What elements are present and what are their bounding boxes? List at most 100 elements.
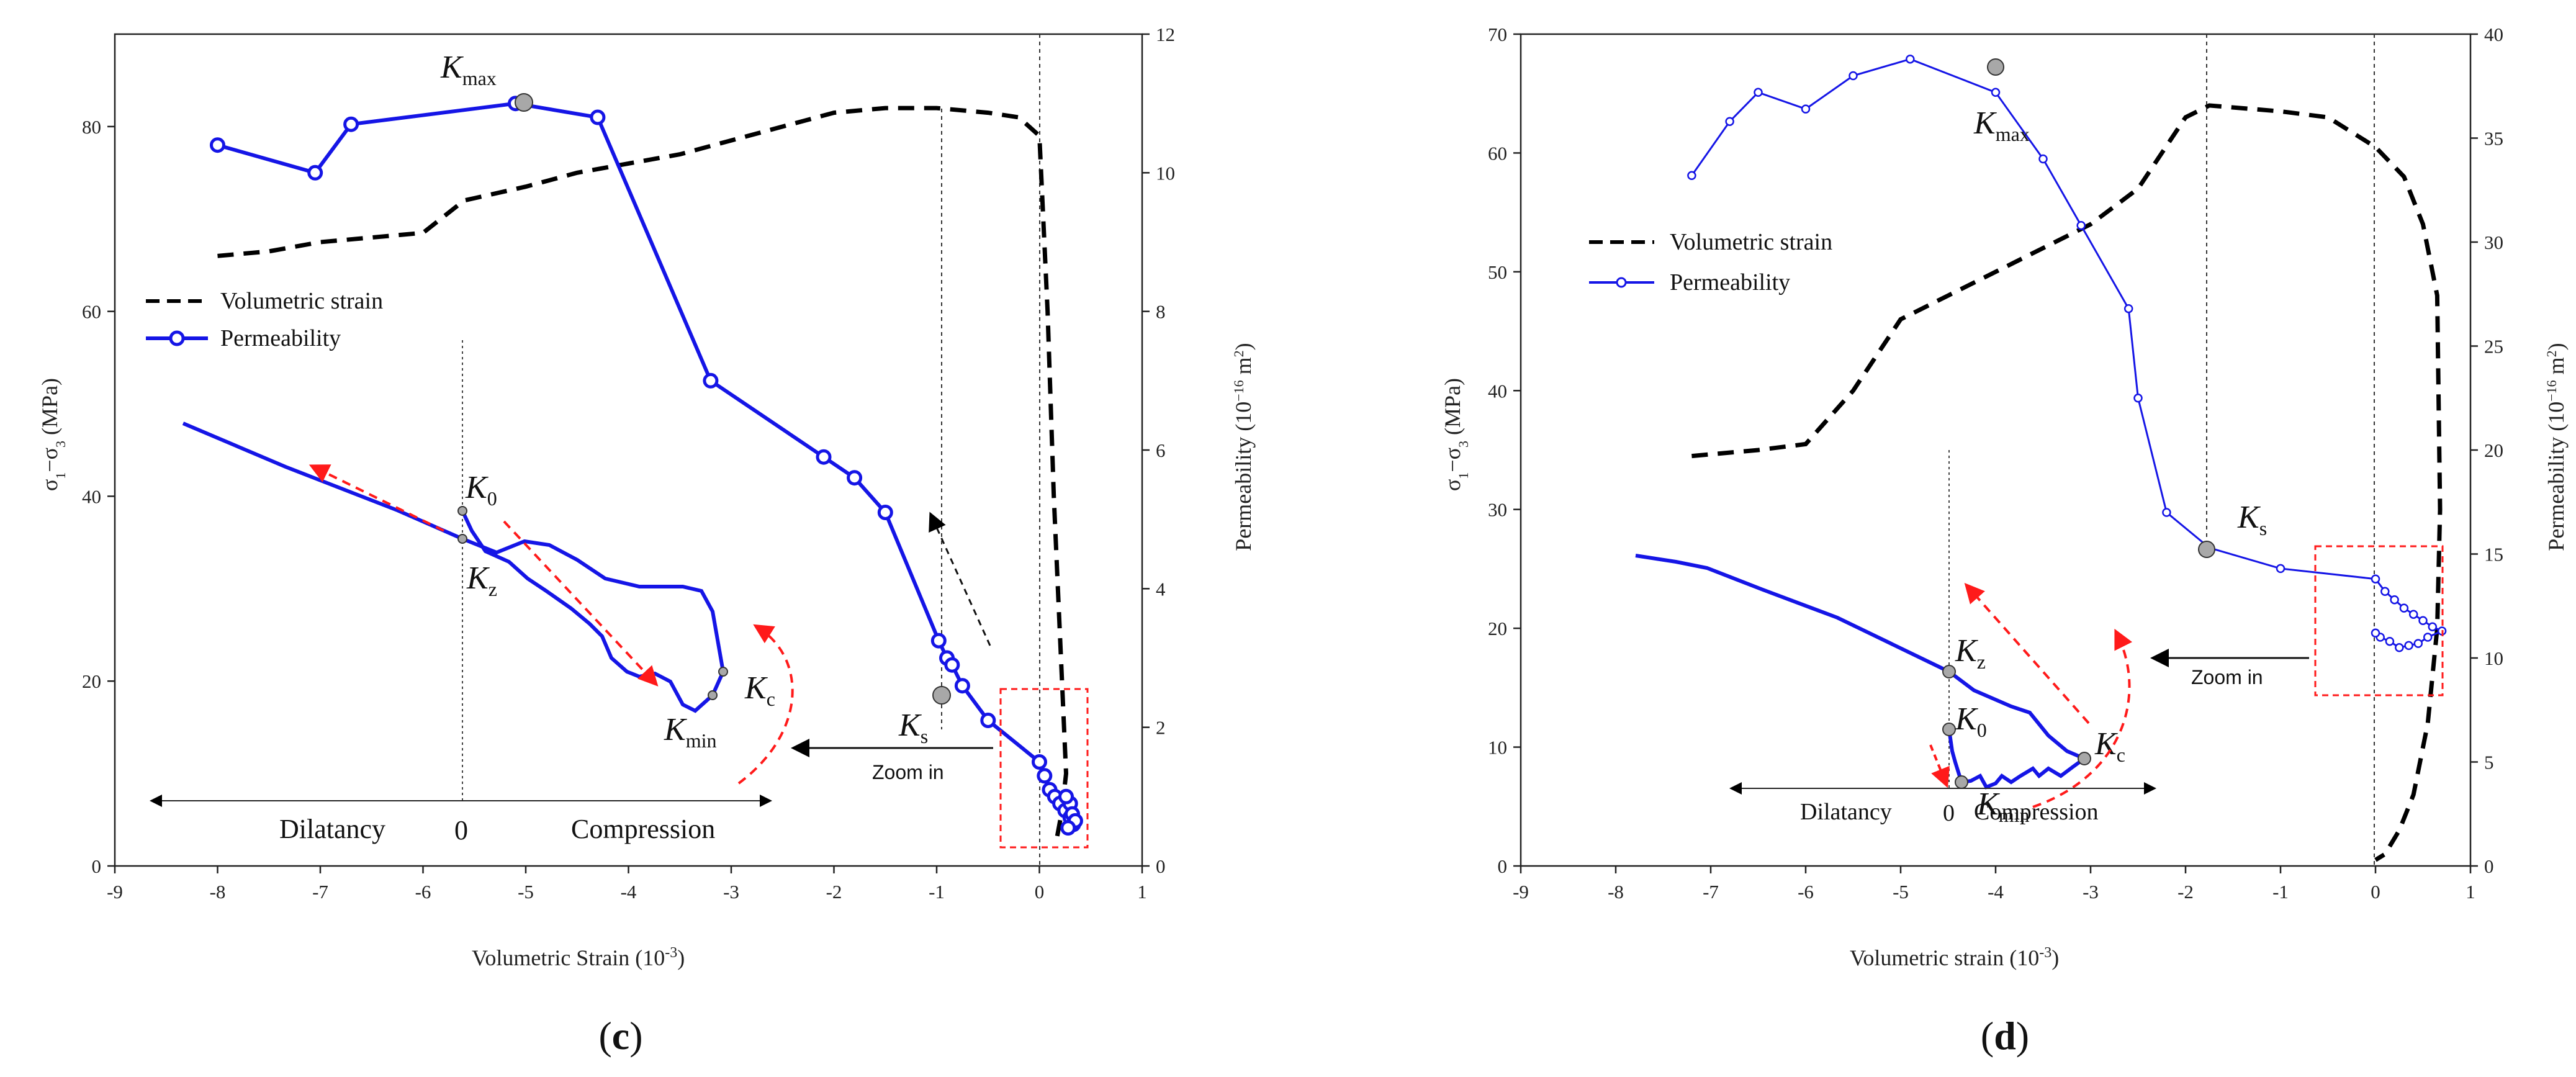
- panel-d-y-left-label: σ1−σ3 (MPa): [1440, 378, 1471, 491]
- panel-c-red-arrow-right: [503, 520, 659, 687]
- y-left-tick-label: 60: [82, 301, 101, 323]
- permeability-point: [847, 470, 863, 486]
- permeability-point: [2380, 587, 2390, 597]
- x-tick-label: -9: [1513, 881, 1529, 903]
- y-right-tick-label: 10: [1156, 162, 1175, 184]
- permeability-point: [2162, 508, 2171, 517]
- y-right-tick-label: 12: [1156, 24, 1175, 45]
- x-tick-label: -4: [1988, 881, 2004, 903]
- y-right-tick-label: 5: [2484, 752, 2494, 773]
- panel-c-ks-marker: [932, 686, 951, 705]
- y-left-tick-label: 40: [1488, 380, 1507, 402]
- y-right-tick-label: 0: [1156, 855, 1166, 877]
- permeability-point: [343, 116, 359, 132]
- panel-d-legend-permeability-text: Permeability: [1670, 269, 1790, 295]
- x-tick-label: -5: [1893, 881, 1909, 903]
- y-left-tick-label: 10: [1488, 737, 1507, 759]
- y-left-tick-label: 30: [1488, 499, 1507, 521]
- permeability-point: [2404, 641, 2413, 651]
- y-right-tick-label: 40: [2484, 24, 2503, 45]
- x-tick-label: -7: [1703, 881, 1719, 903]
- panel-d-y-right-label: Permeability (10−16 m2): [2544, 343, 2569, 551]
- y-right-tick-label: 35: [2484, 128, 2503, 150]
- permeability-point: [2390, 595, 2399, 605]
- permeability-point: [954, 678, 970, 694]
- permeability-point: [2076, 220, 2086, 230]
- panel-d-zoom-box: [2314, 545, 2444, 696]
- panel-d-red-arrow-curve: [2032, 628, 2133, 808]
- panel-d-caption: (d): [1981, 1014, 2029, 1058]
- y-right-tick-label: 15: [2484, 544, 2503, 566]
- panel-c-legend-permeability-text: Permeability: [220, 325, 341, 351]
- panel-c-inset-k0-curve: [461, 510, 725, 713]
- permeability-point: [703, 372, 719, 389]
- x-tick-label: -2: [826, 881, 842, 903]
- panel-d-inset: Kz K0 Kmin Kc Dilatancy 0 Compression: [1635, 450, 2156, 826]
- y-left-tick-label: 20: [82, 670, 101, 692]
- panel-c-permeability-points: [210, 96, 1083, 836]
- panel-d-plot-frame: [1520, 33, 2472, 867]
- panel-d-x-axis: -9 -8 -7 -6 -5 -4 -3 -2 -1 0 1: [1513, 866, 2475, 903]
- panel-d-red-arrow-up: [1964, 583, 2090, 724]
- panel-c-trend-arrow: [929, 511, 991, 646]
- permeability-point: [2276, 564, 2286, 574]
- y-right-tick-label: 8: [1156, 301, 1166, 323]
- panel-c-inset-upper-curve: [182, 421, 725, 672]
- panel-d-zoom-label: Zoom in: [2191, 666, 2263, 688]
- y-left-tick-label: 70: [1488, 24, 1507, 45]
- panel-c-left-axis: 0 20 40 60 80: [82, 116, 115, 877]
- permeability-point: [590, 109, 606, 125]
- panel-d-inset-upper-curve: [1635, 554, 2086, 760]
- permeability-point: [877, 505, 893, 520]
- panel-d-k0-marker: [1942, 723, 1956, 736]
- panel-d-kc-marker: [2078, 752, 2091, 765]
- panel-c-kmax-label: Kmax: [440, 50, 497, 89]
- permeability-point: [2399, 603, 2409, 613]
- permeability-point: [1849, 71, 1858, 81]
- permeability-point: [1801, 104, 1811, 114]
- panel-c-legend-volumetric-text: Volumetric strain: [220, 288, 383, 314]
- panel-c-kmax-marker: [515, 93, 533, 112]
- permeability-point: [210, 137, 225, 153]
- y-left-tick-label: 80: [82, 116, 101, 138]
- y-right-tick-label: 6: [1156, 439, 1166, 461]
- panel-c-right-axis: 0 2 4 6 8 10 12: [1142, 24, 1175, 877]
- permeability-point: [2408, 610, 2418, 619]
- permeability-point: [930, 633, 947, 649]
- panel-c-kz-label: Kz: [466, 561, 497, 600]
- permeability-point: [2385, 636, 2395, 646]
- x-tick-label: -9: [107, 881, 123, 903]
- panel-d-permeability-points: [1687, 54, 2447, 652]
- panel-d-dilatancy-label: Dilatancy: [1800, 799, 1892, 825]
- permeability-point: [307, 164, 323, 181]
- panel-c-zero-label: 0: [454, 815, 468, 845]
- permeability-point: [1754, 88, 1763, 97]
- permeability-point: [1991, 88, 2001, 97]
- x-tick-label: -5: [518, 881, 534, 903]
- x-tick-label: -6: [1798, 881, 1814, 903]
- panel-c-red-arrow-left: [308, 464, 444, 532]
- panel-d-volumetric-strain-line: [1691, 103, 2443, 862]
- panel-c-legend: Volumetric strain Permeability: [146, 288, 383, 351]
- panel-c-permeability-line: [217, 101, 1078, 829]
- permeability-point: [2371, 628, 2380, 638]
- x-tick-label: -3: [2083, 881, 2099, 903]
- x-tick-label: 1: [1137, 881, 1147, 903]
- panel-d-k0-label: K0: [1955, 701, 1987, 741]
- y-left-tick-label: 0: [1498, 855, 1508, 877]
- x-tick-label: -8: [1608, 881, 1624, 903]
- permeability-point: [2423, 633, 2433, 642]
- panel-d-kmax-marker: [1987, 58, 2004, 76]
- panel-c-x-axis: -9 -8 -7 -6 -5 -4 -3 -2 -1 0 1: [107, 866, 1147, 903]
- panel-c-volumetric-strain-line: [217, 106, 1069, 839]
- panel-c-kz-marker: [457, 534, 467, 544]
- x-tick-label: 0: [1035, 881, 1045, 903]
- panel-d-kmax-label: Kmax: [1973, 106, 2030, 145]
- y-left-tick-label: 60: [1488, 142, 1507, 164]
- panel-d-kz-label: Kz: [1955, 633, 1986, 673]
- panel-c-ks-label: Ks: [898, 708, 928, 747]
- permeability-point: [1060, 820, 1076, 836]
- x-tick-label: -6: [415, 881, 431, 903]
